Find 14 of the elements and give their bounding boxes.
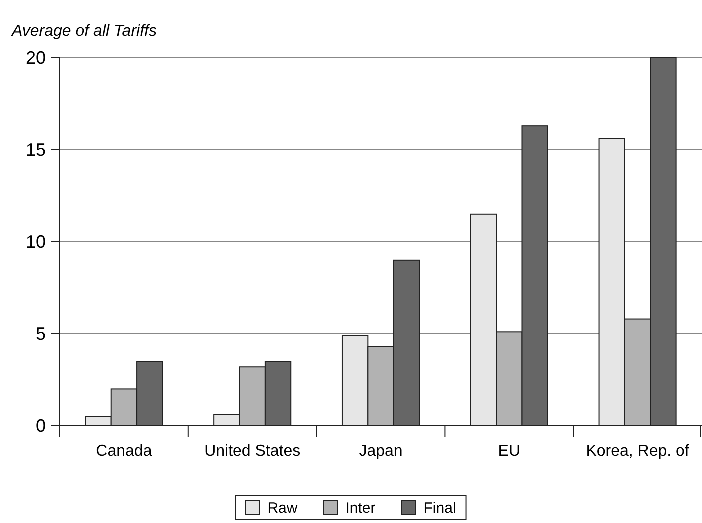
x-tick-label: Japan (359, 443, 403, 460)
y-tick-label: 0 (36, 416, 46, 436)
y-axis-title: Average of all Tariffs (11, 23, 157, 40)
x-tick-label: Canada (96, 443, 152, 460)
x-tick-label: United States (204, 443, 301, 460)
legend-label: Raw (268, 500, 298, 517)
y-tick-label: 5 (36, 324, 46, 344)
legend-label: Final (424, 500, 456, 517)
y-tick-label: 15 (26, 140, 46, 160)
y-tick-label: 20 (26, 48, 46, 68)
y-tick-label: 10 (26, 232, 46, 252)
legend-label: Inter (346, 500, 376, 517)
x-tick-label: Korea, Rep. of (586, 443, 690, 460)
x-tick-label: EU (498, 443, 521, 460)
